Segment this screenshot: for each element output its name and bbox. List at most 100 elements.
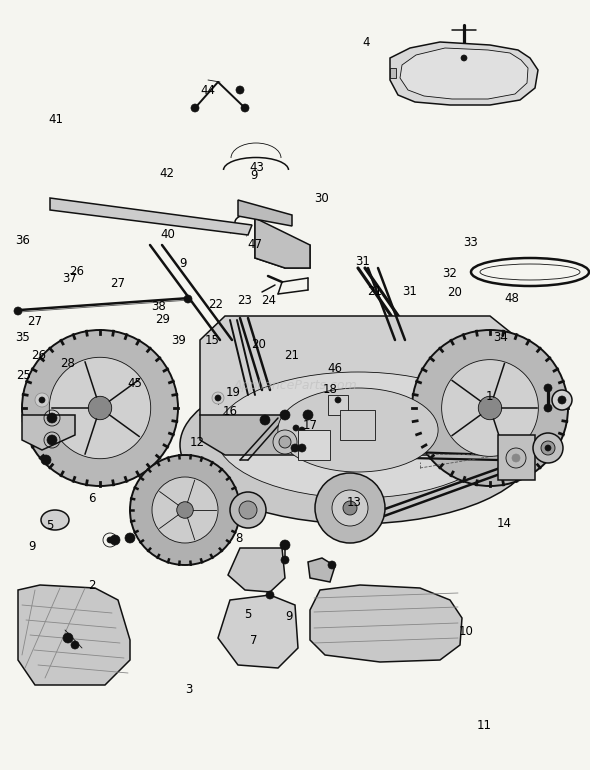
Polygon shape [390,68,396,78]
Polygon shape [390,42,538,105]
Text: 18: 18 [323,383,338,396]
Circle shape [298,444,306,452]
Circle shape [47,435,57,445]
Text: 47: 47 [247,239,263,251]
Text: 5: 5 [47,519,54,531]
Text: 21: 21 [367,285,382,297]
Text: 24: 24 [261,294,276,306]
Ellipse shape [41,510,69,530]
Circle shape [130,455,240,565]
Text: 43: 43 [249,162,264,174]
Circle shape [212,392,224,404]
Circle shape [239,501,257,519]
Text: 31: 31 [402,285,418,297]
Circle shape [280,410,290,420]
Circle shape [14,307,22,315]
Text: 29: 29 [155,313,170,326]
Text: 26: 26 [31,350,46,362]
Text: 37: 37 [62,273,77,285]
Polygon shape [22,415,75,450]
Text: 35: 35 [15,331,30,343]
Text: 13: 13 [346,496,362,508]
Text: 39: 39 [171,334,186,346]
Circle shape [506,448,526,468]
Circle shape [412,330,568,486]
Circle shape [544,404,552,412]
Circle shape [461,55,467,61]
Circle shape [125,533,135,543]
Circle shape [110,535,120,545]
Text: 9: 9 [250,169,257,182]
Text: 22: 22 [208,298,223,310]
Circle shape [442,360,538,457]
Circle shape [215,395,221,401]
Text: 15: 15 [205,334,220,346]
Circle shape [191,104,199,112]
Polygon shape [238,200,292,226]
Text: 21: 21 [284,350,300,362]
Text: 20: 20 [447,286,462,299]
Text: 36: 36 [15,234,30,246]
Text: 32: 32 [442,267,457,280]
Text: 26: 26 [69,265,84,277]
Text: 20: 20 [251,338,266,350]
Polygon shape [298,430,330,460]
Ellipse shape [278,388,438,472]
Circle shape [281,556,289,564]
Circle shape [512,454,520,462]
Text: 31: 31 [355,256,371,268]
Text: 28: 28 [60,357,76,370]
Text: 34: 34 [493,331,508,343]
Text: 7: 7 [250,634,257,647]
Text: 38: 38 [151,300,165,313]
Text: 33: 33 [464,236,478,249]
Circle shape [533,433,563,463]
Polygon shape [218,595,298,668]
Circle shape [544,384,552,392]
Text: 11: 11 [476,719,491,732]
Text: 4: 4 [362,36,369,49]
Text: 6: 6 [88,493,95,505]
Polygon shape [255,218,310,268]
Circle shape [230,492,266,528]
Text: 46: 46 [327,362,343,374]
Text: 9: 9 [286,610,293,622]
Text: 9: 9 [29,541,36,553]
Polygon shape [328,395,348,415]
Polygon shape [50,198,252,235]
Circle shape [541,441,555,455]
Text: 23: 23 [237,294,253,306]
Circle shape [545,445,551,451]
Circle shape [152,477,218,543]
Circle shape [107,537,113,543]
Text: 27: 27 [27,316,42,328]
Circle shape [303,410,313,420]
Circle shape [41,455,51,465]
Circle shape [299,427,305,433]
Text: 30: 30 [314,192,329,205]
Text: 19: 19 [225,387,241,399]
Polygon shape [308,558,335,582]
Circle shape [335,397,341,403]
Text: 16: 16 [222,406,238,418]
Circle shape [63,633,73,643]
Polygon shape [228,548,285,592]
Text: 17: 17 [302,419,317,431]
Circle shape [266,591,274,599]
Ellipse shape [180,367,536,524]
Text: 10: 10 [458,625,474,638]
Circle shape [273,430,297,454]
Text: 8: 8 [235,533,242,545]
Circle shape [71,641,79,649]
Circle shape [22,330,178,486]
Polygon shape [200,316,520,440]
Polygon shape [498,435,535,480]
Polygon shape [200,415,520,455]
Text: 2: 2 [88,579,95,591]
Polygon shape [18,585,130,685]
Circle shape [279,436,291,448]
Polygon shape [310,585,462,662]
Circle shape [184,295,192,303]
Text: 44: 44 [200,85,215,97]
Text: 45: 45 [127,377,142,390]
